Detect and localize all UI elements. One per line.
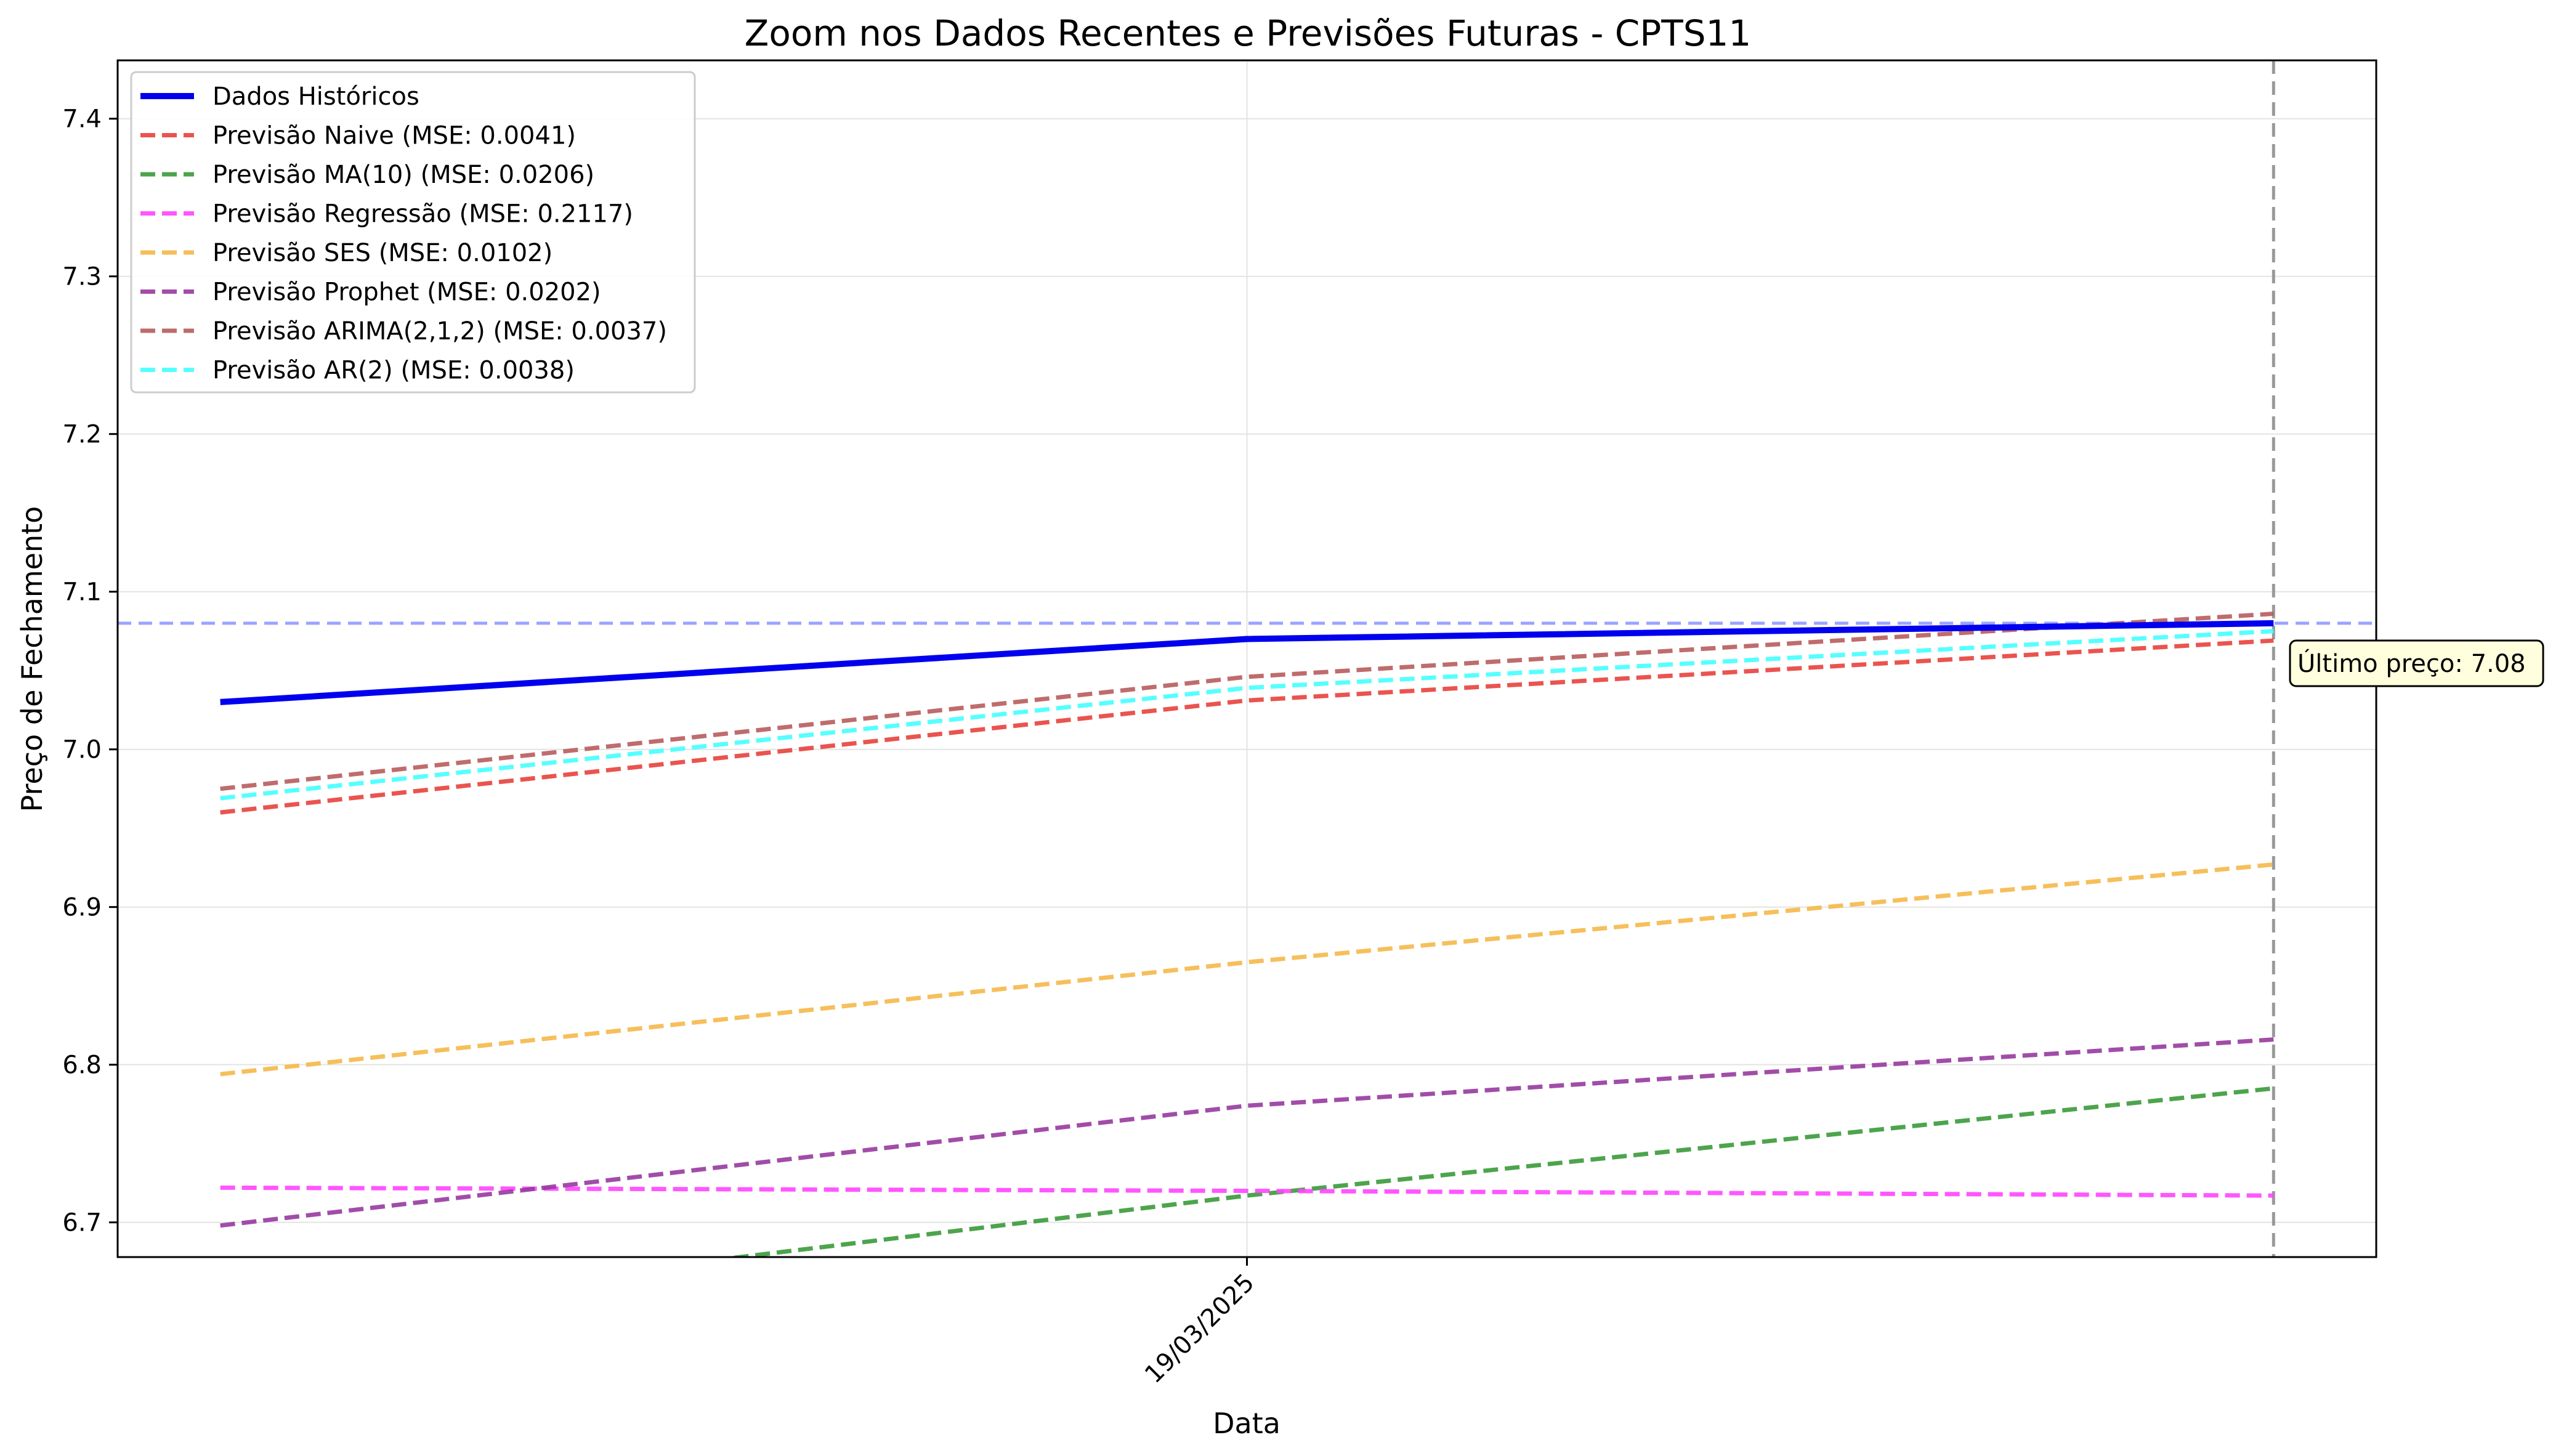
series-line-0 xyxy=(220,620,2274,705)
legend-entry: Previsão MA(10) (MSE: 0.0206) xyxy=(212,161,594,189)
series-group xyxy=(220,612,2274,1257)
y-tick-label: 7.2 xyxy=(62,421,102,449)
y-tick-label: 7.3 xyxy=(62,263,102,291)
annotation-text: Último preço: 7.08 xyxy=(2297,649,2526,678)
y-tick-label: 6.9 xyxy=(62,894,102,922)
legend-box xyxy=(130,71,696,394)
legend-entry: Dados Históricos xyxy=(212,83,419,111)
y-tick-label: 7.4 xyxy=(62,105,102,134)
legend-entry: Previsão Prophet (MSE: 0.0202) xyxy=(212,278,601,307)
y-axis-ticks: 6.7 6.8 6.9 7.0 7.1 7.2 7.3 7.4 xyxy=(62,105,118,1237)
y-tick-label: 6.8 xyxy=(62,1051,102,1080)
legend-entry: Previsão SES (MSE: 0.0102) xyxy=(212,239,552,267)
y-axis-label: Preço de Fechamento xyxy=(15,506,49,812)
legend-entry: Previsão AR(2) (MSE: 0.0038) xyxy=(212,357,575,385)
legend-entry: Previsão ARIMA(2,1,2) (MSE: 0.0037) xyxy=(212,317,667,346)
reference-lines xyxy=(118,60,2376,1257)
y-tick-label: 6.7 xyxy=(62,1209,102,1237)
legend: Dados Históricos Previsão Naive (MSE: 0.0… xyxy=(130,71,696,394)
legend-entry: Previsão Regressão (MSE: 0.2117) xyxy=(212,200,633,229)
annotation-box xyxy=(2289,639,2544,687)
last-price-annotation: Último preço: 7.08 xyxy=(2289,639,2544,687)
legend-entry: Previsão Naive (MSE: 0.0041) xyxy=(212,122,576,150)
y-tick-label: 7.1 xyxy=(62,578,102,607)
chart-title: Zoom nos Dados Recentes e Previsões Futu… xyxy=(745,12,1752,54)
y-tick-label: 7.0 xyxy=(62,736,102,764)
series-line-3 xyxy=(220,1185,2274,1198)
x-axis-label: Data xyxy=(1213,1407,1281,1440)
series-lines xyxy=(220,612,2274,1257)
